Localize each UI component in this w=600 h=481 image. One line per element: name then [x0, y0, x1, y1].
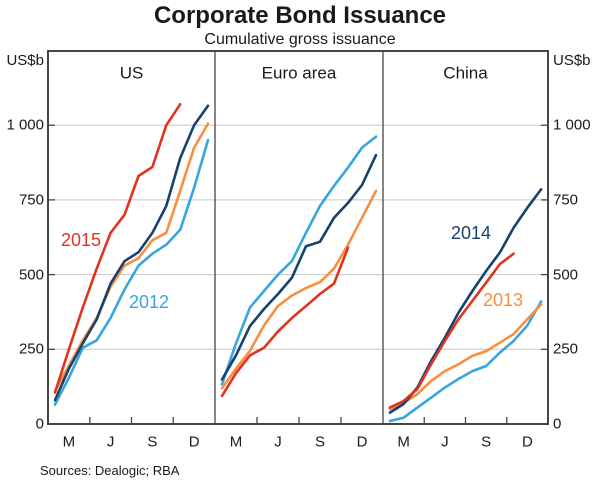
series-label-china-2014: 2014	[450, 223, 492, 243]
y-axis-unit-right: US$b	[553, 52, 591, 69]
x-label-panel1-j1: J	[106, 433, 115, 451]
plot-frame	[47, 50, 549, 425]
chart-subtitle: Cumulative gross issuance	[204, 31, 396, 48]
series-line-us-2012	[53, 138, 210, 406]
y-axis-unit-left: US$b	[6, 52, 44, 69]
series-line-euro-area-2012	[220, 135, 378, 386]
x-label-panel2-m0: M	[229, 433, 243, 451]
y-tick-label-left-750: 750	[18, 191, 44, 209]
x-label-panel2-s2: S	[314, 433, 326, 451]
y-tick-label-left-1000: 1 000	[6, 116, 44, 134]
panel-title-euro-area: Euro area	[261, 63, 337, 83]
series-label-us-2015: 2015	[60, 230, 102, 250]
y-tick-label-left-0: 0	[35, 415, 44, 433]
series-line-china-2015	[388, 252, 515, 409]
y-tick-label-right-0: 0	[553, 415, 562, 433]
series-line-china-2013	[388, 303, 543, 411]
series-label-china-2013: 2013	[482, 290, 524, 310]
x-label-panel3-s2: S	[481, 433, 492, 451]
sources-note: Sources: Dealogic; RBA	[40, 463, 180, 478]
series-line-euro-area-2015	[220, 246, 350, 398]
x-label-panel1-d3: D	[188, 433, 200, 451]
x-label-panel3-m0: M	[397, 433, 410, 451]
series-line-euro-area-2014	[220, 153, 378, 381]
x-label-panel1-s2: S	[147, 433, 158, 451]
y-tick-label-right-250: 250	[553, 340, 579, 358]
y-tick-label-right-500: 500	[553, 266, 579, 284]
x-label-panel1-m0: M	[62, 433, 76, 451]
y-tick-label-right-1000: 1 000	[553, 116, 591, 134]
x-label-panel3-d3: D	[521, 433, 533, 451]
y-tick-label-right-750: 750	[553, 191, 579, 209]
series-label-us-2012: 2012	[128, 292, 170, 312]
series-line-us-2015	[53, 103, 182, 394]
series-line-euro-area-2013	[220, 189, 378, 390]
y-tick-label-left-500: 500	[18, 266, 44, 284]
y-tick-label-left-250: 250	[18, 340, 44, 358]
panel-title-us: US	[119, 63, 144, 83]
series-line-us-2013	[53, 122, 210, 393]
series-line-china-2012	[388, 300, 543, 423]
chart-title: Corporate Bond Issuance	[153, 2, 447, 29]
panel-title-china: China	[443, 63, 488, 83]
x-label-panel2-d3: D	[356, 433, 368, 451]
x-label-panel2-j1: J	[274, 433, 282, 451]
x-label-panel3-j1: J	[441, 433, 449, 451]
series-line-us-2014	[53, 104, 210, 402]
